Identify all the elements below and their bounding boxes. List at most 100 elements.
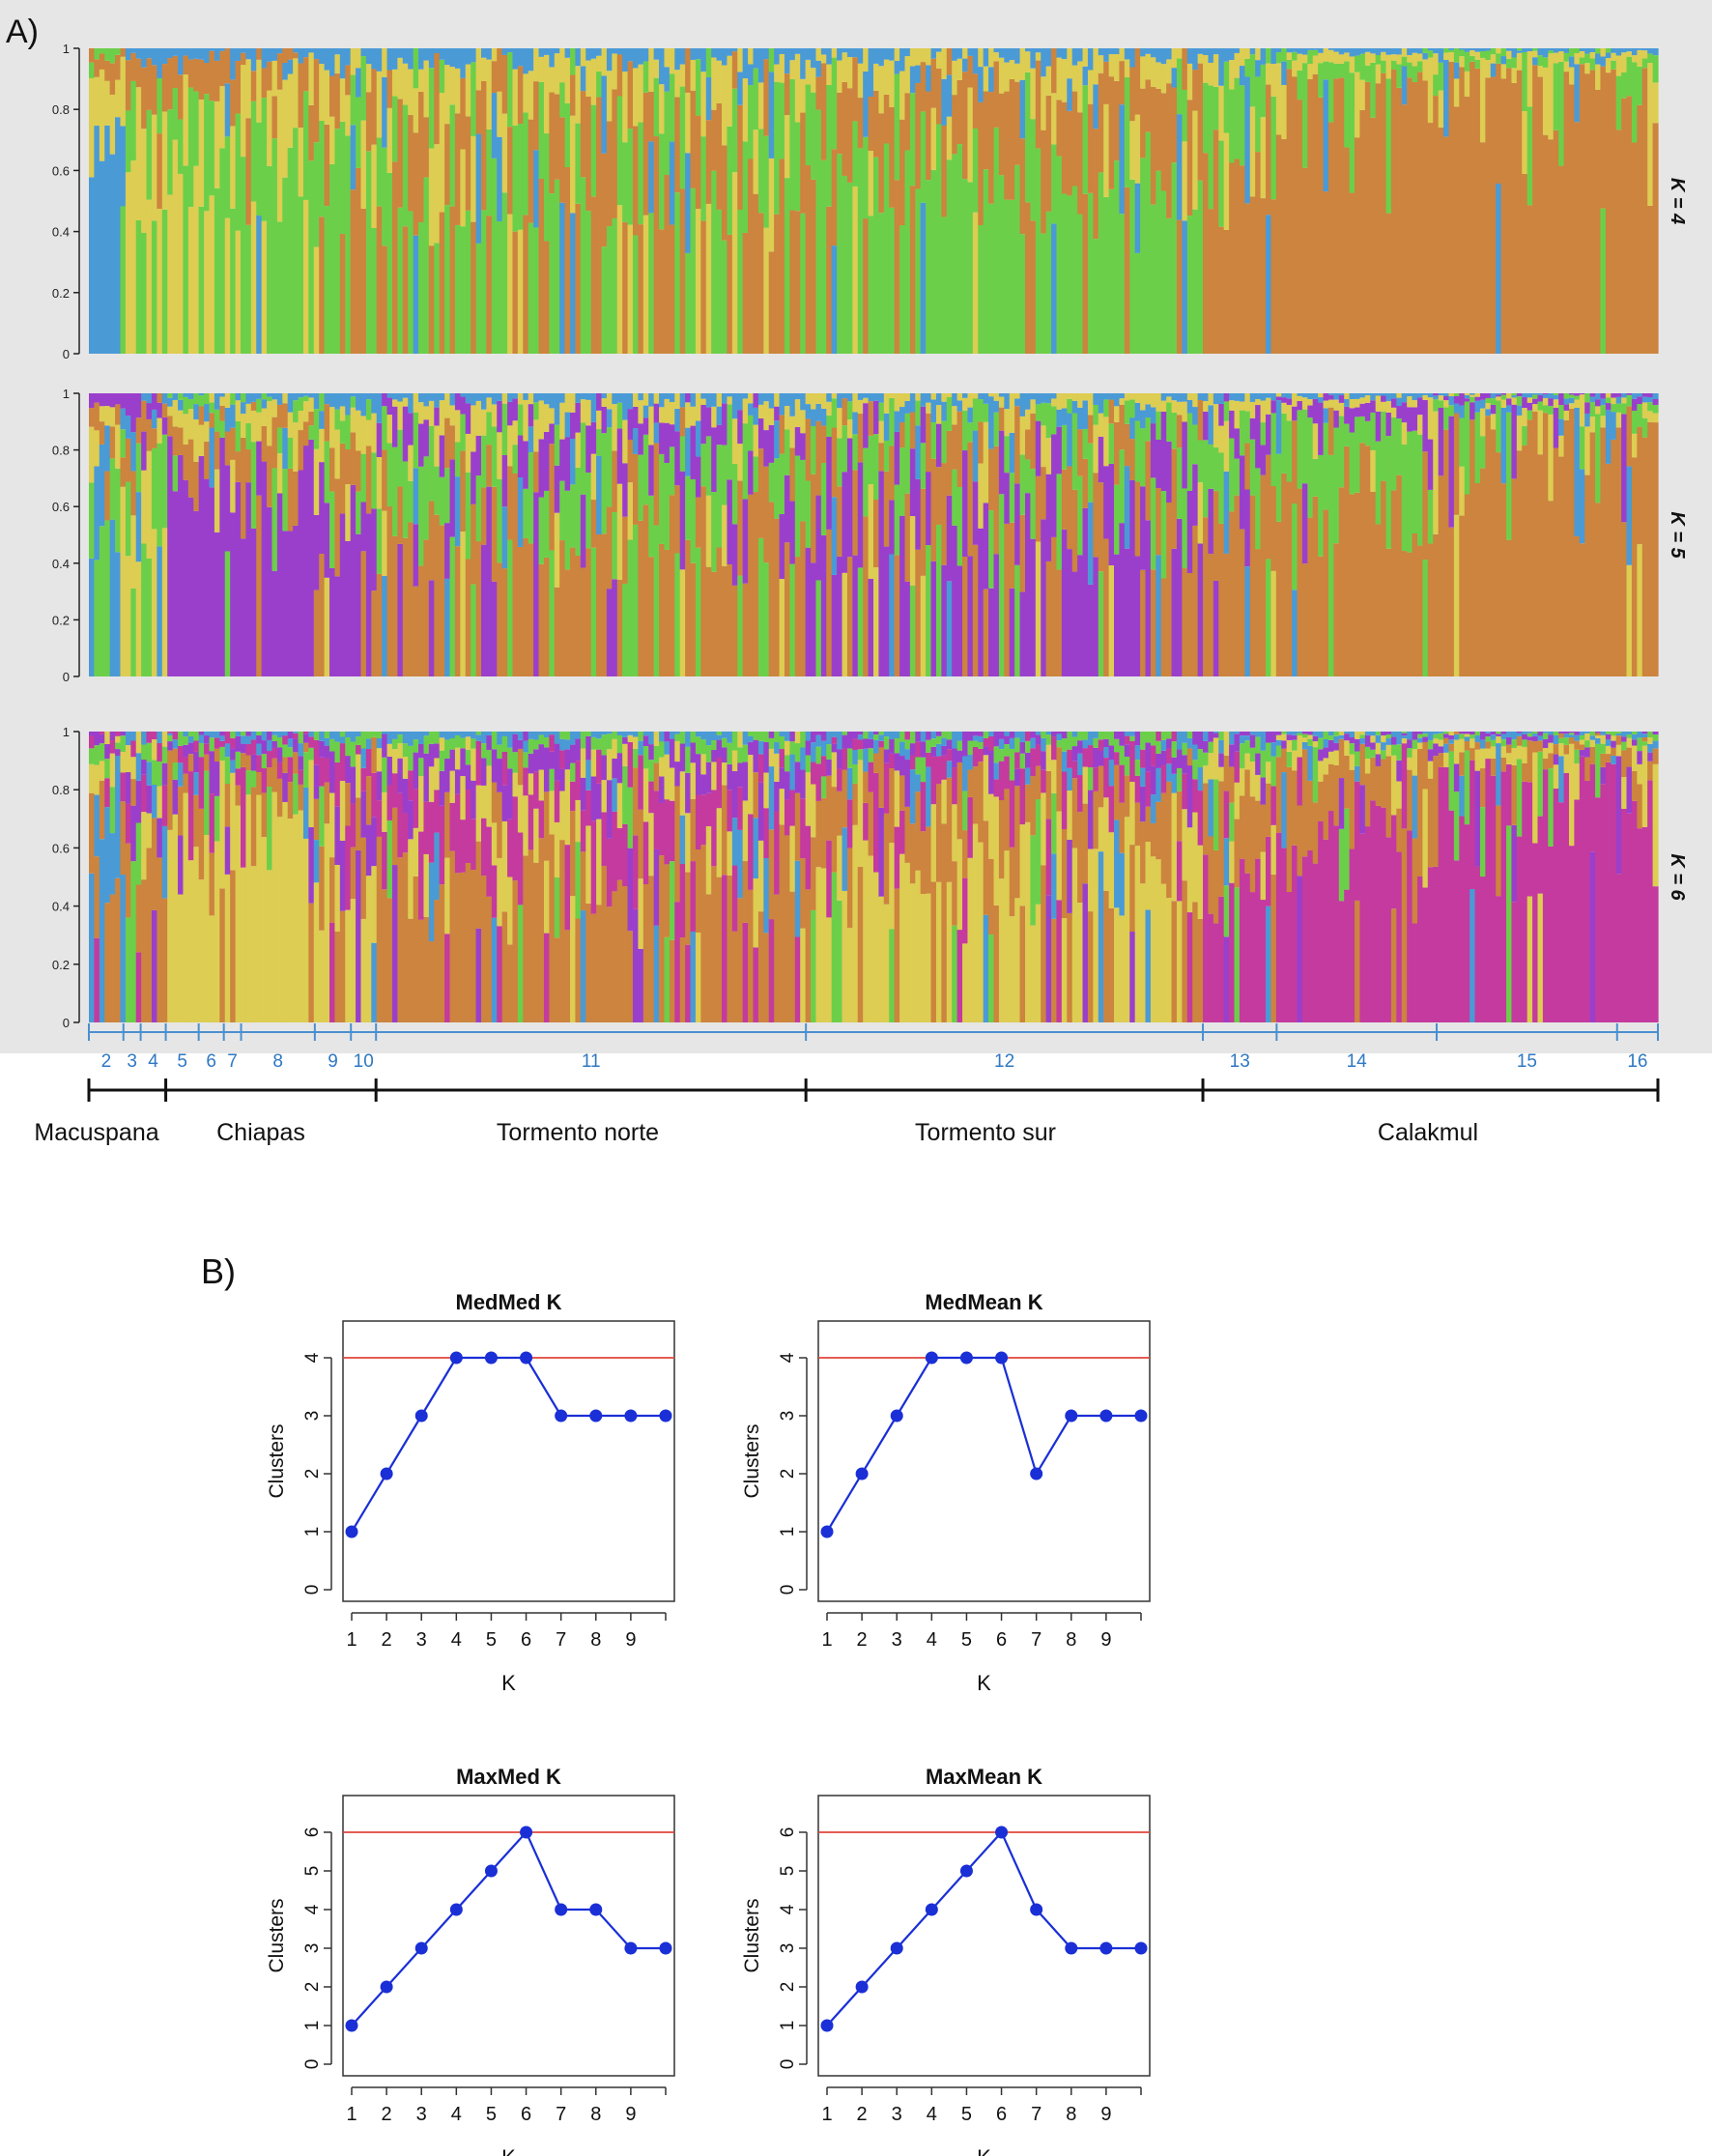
admixture-segment-green: [1516, 759, 1523, 837]
admixture-segment-green: [120, 429, 127, 458]
admixture-segment-orange: [596, 905, 603, 1022]
admixture-segment-yellow: [978, 48, 984, 68]
admixture-segment-yellow: [1422, 394, 1429, 400]
admixture-segment-orange: [1051, 918, 1058, 1022]
admixture-segment-blue: [1260, 48, 1267, 65]
admixture-segment-blue: [1182, 732, 1188, 743]
admixture-segment-yellow: [941, 779, 948, 824]
admixture-segment-yellow: [590, 453, 597, 501]
admixture-segment-orange: [1229, 766, 1236, 803]
admixture-segment-purple: [1511, 404, 1518, 479]
admixture-segment-orange: [293, 471, 300, 526]
admixture-segment-purple: [1443, 396, 1450, 401]
admixture-segment-orange: [475, 90, 482, 134]
admixture-segment-orange: [449, 850, 456, 1022]
admixture-segment-yellow: [815, 48, 822, 61]
admixture-segment-magenta: [685, 944, 692, 1022]
admixture-segment-orange: [1385, 756, 1392, 838]
admixture-segment-orange: [826, 529, 833, 676]
admixture-segment-green: [1584, 53, 1591, 64]
admixture-segment-purple: [151, 909, 157, 1022]
admixture-segment-green: [293, 773, 300, 815]
admixture-segment-orange: [1035, 475, 1041, 542]
admixture-segment-green: [873, 734, 880, 740]
admixture-segment-orange: [1213, 129, 1219, 354]
admixture-segment-yellow: [408, 839, 414, 919]
admixture-segment-magenta: [125, 803, 131, 844]
admixture-segment-orange: [842, 398, 848, 426]
admixture-segment-yellow: [1595, 64, 1602, 90]
admixture-segment-orange: [863, 771, 870, 803]
admixture-segment-green: [1051, 406, 1058, 435]
admixture-segment-yellow: [1532, 404, 1539, 412]
admixture-segment-yellow: [172, 139, 179, 354]
admixture-segment-blue: [350, 393, 357, 397]
admixture-segment-orange: [1464, 97, 1470, 354]
admixture-segment-yellow: [580, 399, 586, 423]
admixture-segment-green: [659, 133, 666, 230]
admixture-segment-green: [1266, 48, 1272, 64]
admixture-segment-orange: [115, 877, 122, 1022]
admixture-segment-green: [889, 929, 896, 1022]
admixture-segment-orange: [439, 525, 445, 676]
admixture-segment-green: [1595, 414, 1602, 503]
admixture-segment-purple: [1589, 393, 1596, 397]
admixture-segment-orange: [748, 889, 755, 1022]
admixture-segment-green: [512, 752, 519, 773]
admixture-segment-yellow: [167, 406, 174, 417]
admixture-segment-yellow: [946, 881, 953, 1022]
admixture-segment-green: [204, 393, 211, 405]
admixture-segment-orange: [538, 179, 545, 354]
admixture-segment-orange: [1558, 456, 1565, 676]
x-tick-label: 7: [556, 1629, 566, 1651]
admixture-segment-purple: [1323, 393, 1329, 401]
admixture-segment-yellow: [784, 740, 790, 756]
admixture-segment-yellow: [1182, 809, 1188, 881]
admixture-segment-blue: [313, 393, 320, 410]
admixture-segment-orange: [1114, 80, 1121, 161]
admixture-segment-green: [779, 82, 785, 159]
admixture-segment-green: [711, 492, 718, 572]
admixture-segment-yellow: [1385, 401, 1392, 413]
admixture-segment-green: [674, 553, 681, 676]
admixture-segment-green: [596, 429, 603, 456]
admixture-segment-blue: [1574, 734, 1581, 741]
admixture-segment-yellow: [1359, 732, 1366, 735]
admixture-segment-magenta: [669, 800, 675, 862]
admixture-segment-purple: [1621, 414, 1628, 523]
admixture-segment-green: [811, 425, 817, 474]
admixture-segment-blue: [627, 48, 634, 62]
admixture-segment-magenta: [434, 790, 441, 833]
admixture-segment-blue: [1469, 889, 1476, 1022]
admixture-segment-blue: [293, 393, 300, 401]
admixture-segment-blue: [742, 393, 749, 399]
admixture-segment-yellow: [1641, 50, 1648, 59]
admixture-segment-yellow: [1249, 106, 1256, 197]
admixture-segment-orange: [690, 562, 697, 676]
admixture-segment-magenta: [397, 792, 404, 858]
admixture-segment-yellow: [1412, 749, 1418, 776]
admixture-segment-orange: [590, 500, 597, 548]
admixture-segment-purple: [1192, 732, 1199, 745]
admixture-segment-blue: [1527, 732, 1533, 733]
admixture-segment-purple: [449, 749, 456, 771]
admixture-segment-green: [1009, 199, 1015, 354]
admixture-segment-purple: [789, 501, 796, 564]
admixture-segment-purple: [1004, 735, 1011, 745]
admixture-segment-yellow: [852, 186, 859, 354]
admixture-segment-orange: [481, 876, 488, 1022]
admixture-segment-magenta: [235, 768, 242, 786]
admixture-segment-yellow: [601, 398, 608, 407]
admixture-segment-magenta: [1087, 745, 1094, 768]
admixture-segment-green: [1186, 413, 1193, 491]
admixture-segment-blue: [1433, 395, 1440, 400]
admixture-segment-green: [794, 743, 801, 762]
admixture-segment-orange: [1061, 829, 1068, 919]
admixture-segment-green: [1647, 53, 1654, 64]
admixture-segment-blue: [1631, 733, 1638, 740]
admixture-segment-yellow: [261, 408, 268, 426]
admixture-segment-magenta: [293, 733, 300, 739]
admixture-segment-orange: [1045, 95, 1052, 212]
admixture-segment-green: [115, 742, 122, 750]
admixture-segment-green: [157, 443, 163, 547]
